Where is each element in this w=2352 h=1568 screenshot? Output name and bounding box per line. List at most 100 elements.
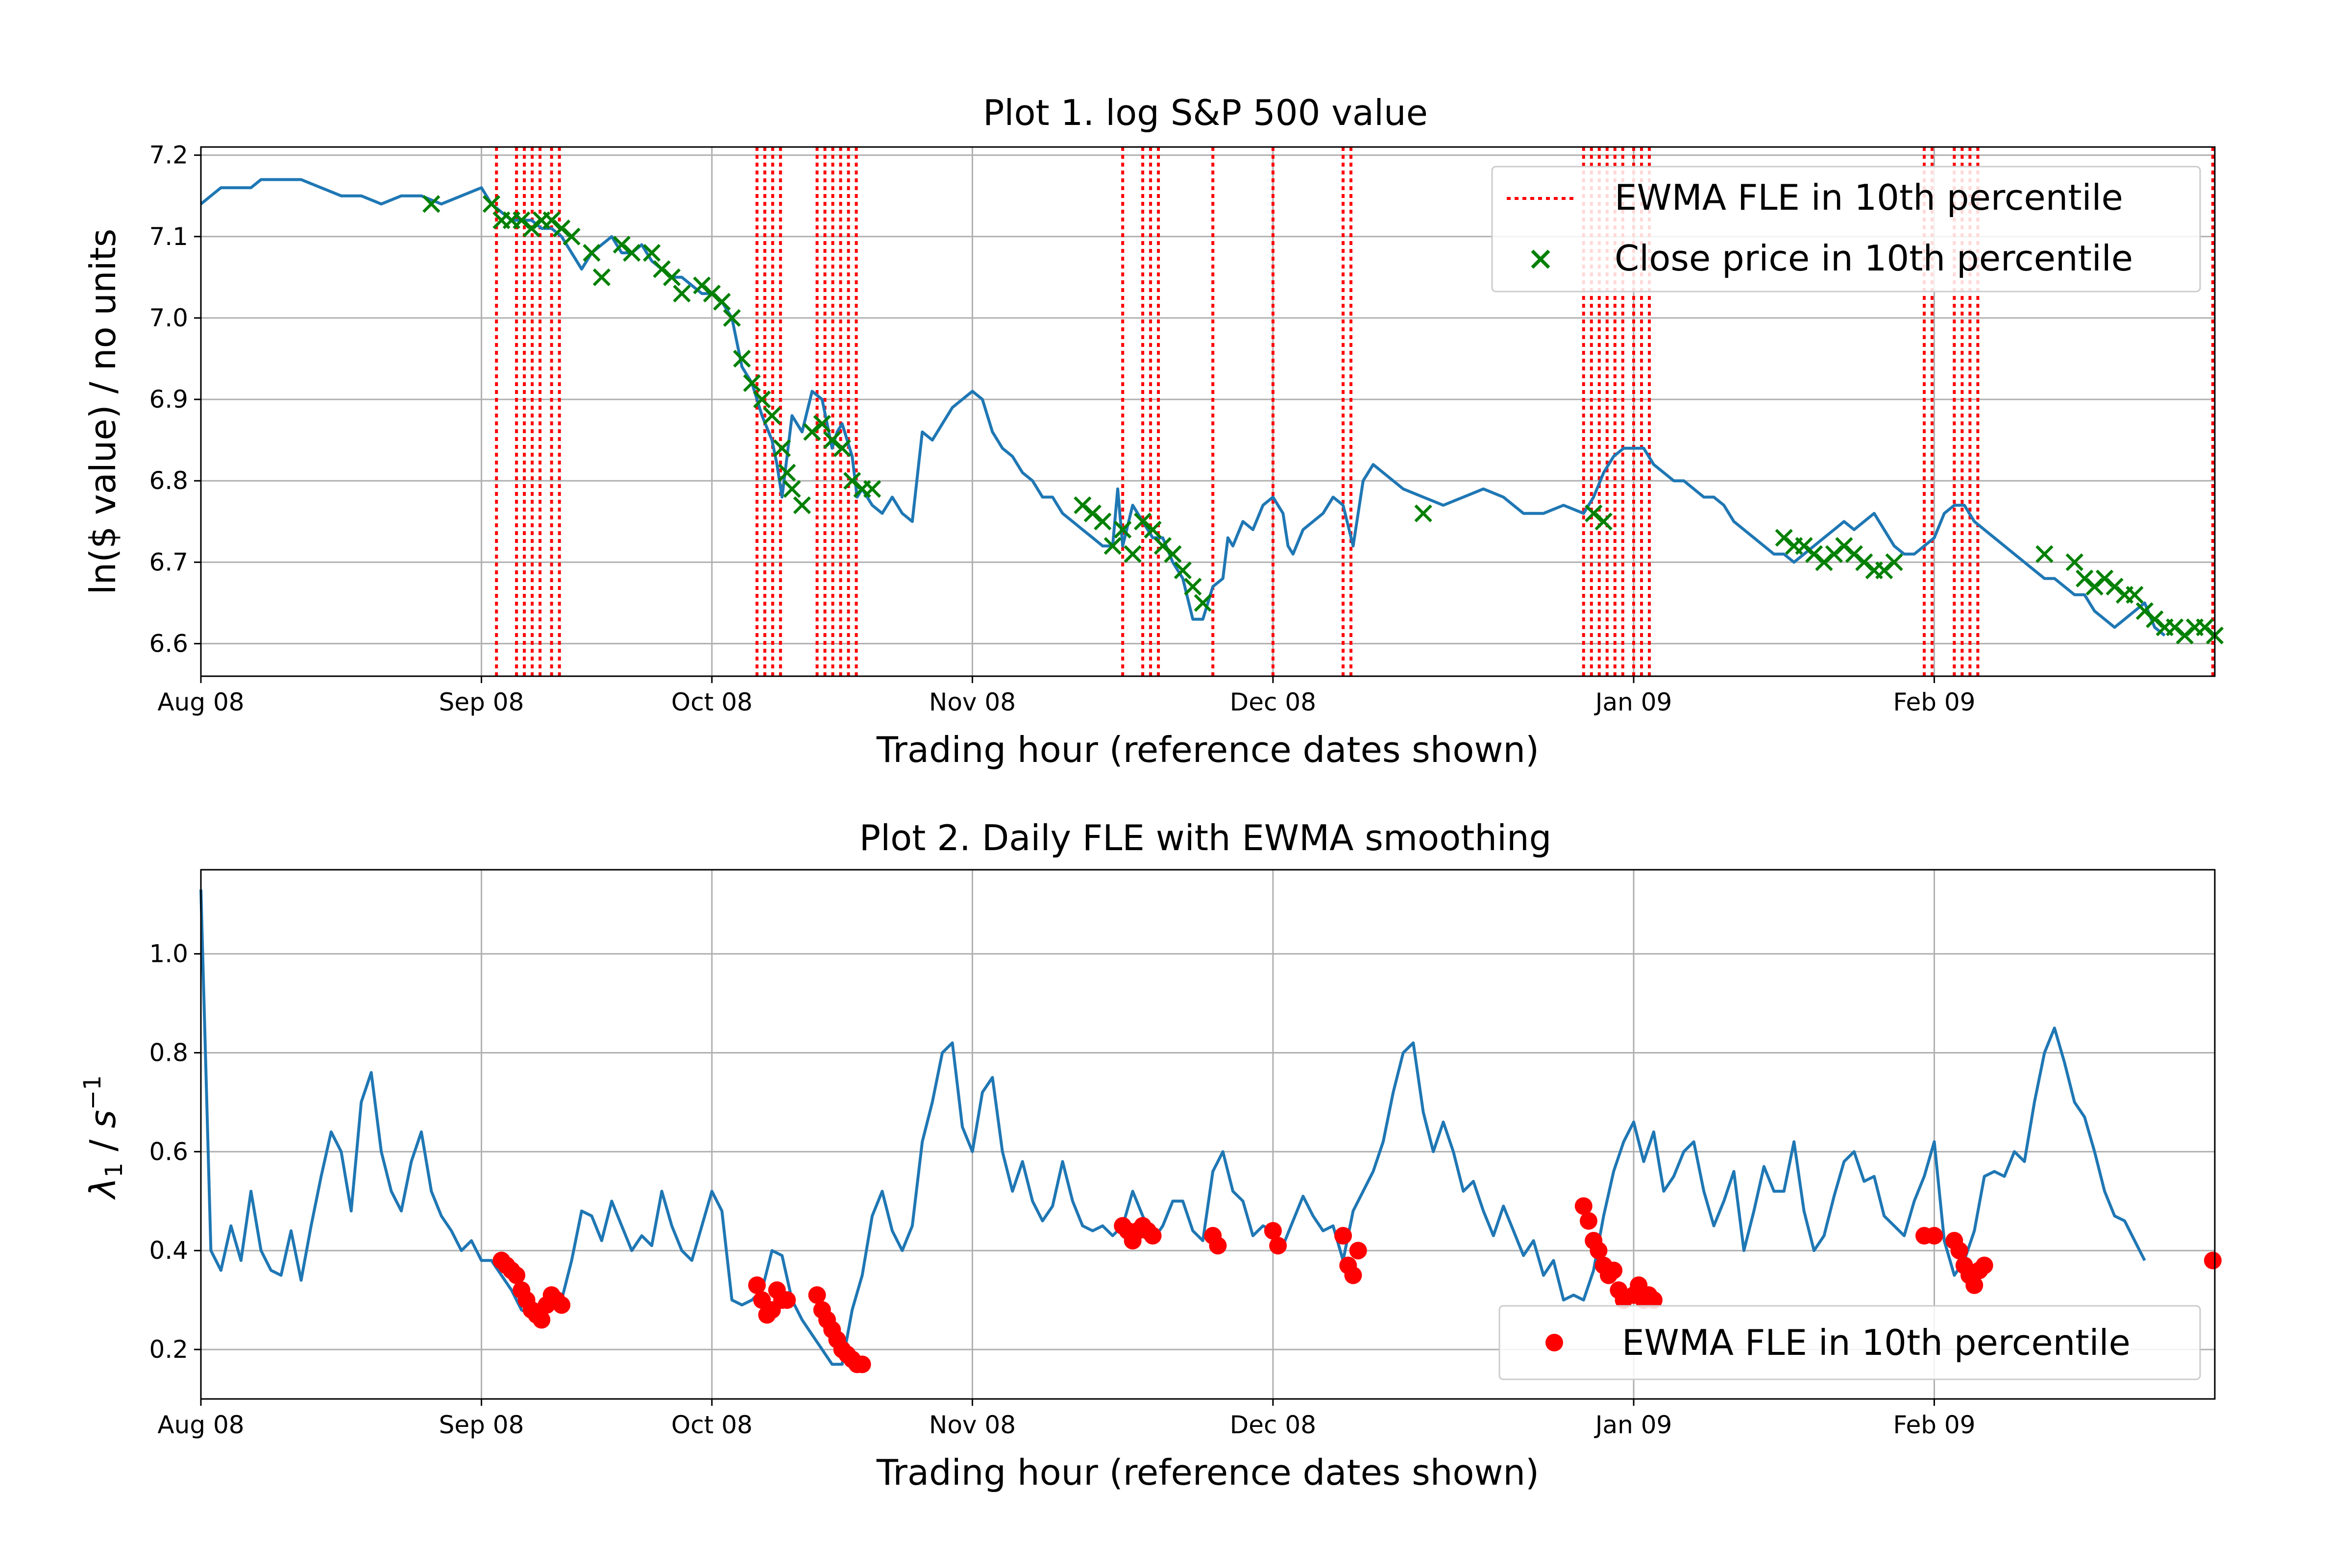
plot-2-title: Plot 2. Daily FLE with EWMA smoothing [859,817,1552,858]
x-tick-label: Aug 08 [157,1411,244,1439]
plot-2-ylabel-lambda: λ [82,1177,123,1200]
close-price-marker [863,480,882,498]
plot-1-close-markers [422,195,2224,645]
series-line [199,889,2146,1366]
fle-marker [553,1296,571,1314]
fle-marker [1590,1242,1608,1260]
x-tick-label: Sep 08 [439,688,524,716]
close-price-marker [583,244,601,262]
plot-2-ylabel-superscript: −1 [79,1075,106,1110]
plot-2-fle-markers [492,1197,2222,1373]
plot-1-legend: EWMA FLE in 10th percentile Close price … [1491,166,2201,293]
fle-marker [508,1266,526,1284]
fle-marker [1965,1276,1984,1294]
close-price-marker [1885,553,1903,571]
y-tick-label: 0.6 [149,1137,188,1166]
x-tick-label: Dec 08 [1230,1411,1316,1439]
fle-marker [1644,1291,1663,1309]
x-tick-label: Jan 09 [1594,688,1672,716]
fle-marker [1574,1197,1592,1215]
fle-marker [1605,1261,1623,1279]
y-tick-label: 1.0 [149,940,188,968]
plot-2-legend-marker-swatch [1545,1334,1563,1351]
fle-marker [1144,1226,1162,1245]
y-tick-label: 6.6 [149,630,188,658]
plot-2-ylabel-slash: / [82,1128,123,1163]
close-price-marker [1594,513,1613,531]
fle-marker [1975,1256,1993,1274]
x-tick-label: Nov 08 [929,1411,1016,1439]
close-price-marker [1144,520,1162,539]
close-price-marker [2035,545,2054,563]
close-price-marker [673,284,691,303]
plot-1-xlabel: Trading hour (reference dates shown) [876,729,1539,770]
close-price-marker [833,439,851,457]
close-price-marker [813,415,831,433]
close-price-marker [793,496,811,514]
y-tick-label: 6.7 [149,548,188,576]
y-tick-label: 7.2 [149,141,188,170]
close-price-marker [733,349,751,368]
y-tick-label: 6.9 [149,385,188,414]
plot-1-ylabel: ln($ value) / no units [82,229,123,595]
close-price-marker [1124,545,1142,563]
close-price-marker [763,407,781,425]
close-price-marker [783,480,801,498]
plot-1-ticks: Aug 08 Sep 08 Oct 08 Nov 08 Dec 08 Jan 09 Feb … [149,141,1975,716]
x-tick-label: Nov 08 [929,688,1016,716]
plot-1: Plot 1. log S&P 500 value Aug 08 Sep 08 Oc… [82,92,2224,770]
plot-2-legend-marker-label: EWMA FLE in 10th percentile [1622,1322,2131,1363]
close-price-marker [662,268,681,286]
plot-2-ylabel-s: s [82,1110,123,1128]
close-price-marker [2065,553,2083,571]
fle-marker [533,1311,551,1329]
plot-1-legend-marker-swatch [1531,249,1550,269]
x-tick-label: Dec 08 [1230,688,1316,716]
close-price-marker [643,244,661,262]
close-price-marker [422,195,441,213]
x-tick-label: Oct 08 [671,1411,753,1439]
plot-2-ylabel: λ1 / s−1 [79,1075,128,1200]
plot-1-legend-band-label: EWMA FLE in 10th percentile [1615,177,2123,218]
y-tick-label: 6.8 [149,466,188,495]
close-price-marker [1194,594,1212,612]
fle-marker [853,1355,871,1373]
plot-1-title: Plot 1. log S&P 500 value [983,92,1428,133]
x-tick-label: Jan 09 [1594,1411,1672,1439]
fle-marker [778,1291,796,1309]
y-tick-label: 0.4 [149,1236,188,1265]
plot-2-ticks: Aug 08 Sep 08 Oct 08 Nov 08 Dec 08 Jan 09 Feb … [149,940,1975,1439]
close-price-marker [1414,504,1432,522]
fle-marker [1344,1266,1362,1284]
plot-2: Plot 2. Daily FLE with EWMA smoothing Au… [79,817,2222,1493]
close-price-marker [1114,520,1132,539]
plot-2-legend-box [1498,1305,2201,1380]
plot-2-xlabel: Trading hour (reference dates shown) [876,1452,1539,1493]
y-tick-label: 0.2 [149,1335,188,1364]
x-tick-label: Sep 08 [439,1411,524,1439]
y-tick-label: 7.0 [149,304,188,332]
x-tick-label: Feb 09 [1893,688,1975,716]
y-tick-label: 7.1 [149,222,188,251]
close-price-marker [1094,513,1112,531]
fle-marker [1925,1226,1943,1245]
close-price-marker [713,293,731,311]
close-price-marker [773,439,791,457]
plot-1-legend-box [1491,166,2201,293]
fle-marker [1334,1226,1352,1245]
close-price-marker [1184,578,1202,596]
close-price-marker [592,268,611,286]
plot-2-ylabel-subscript: 1 [100,1163,128,1178]
close-price-marker [623,244,641,262]
close-price-marker [2126,586,2144,604]
plot-2-fle-line [199,889,2146,1366]
close-price-marker [563,227,581,245]
plot-1-legend-marker-label: Close price in 10th percentile [1615,238,2133,279]
close-price-marker [482,195,501,213]
close-price-marker [1164,545,1182,563]
y-tick-label: 0.8 [149,1038,188,1067]
plot-2-legend: EWMA FLE in 10th percentile [1498,1305,2201,1380]
x-tick-label: Aug 08 [157,688,244,716]
fle-marker [1209,1237,1227,1255]
close-price-marker [778,464,796,482]
